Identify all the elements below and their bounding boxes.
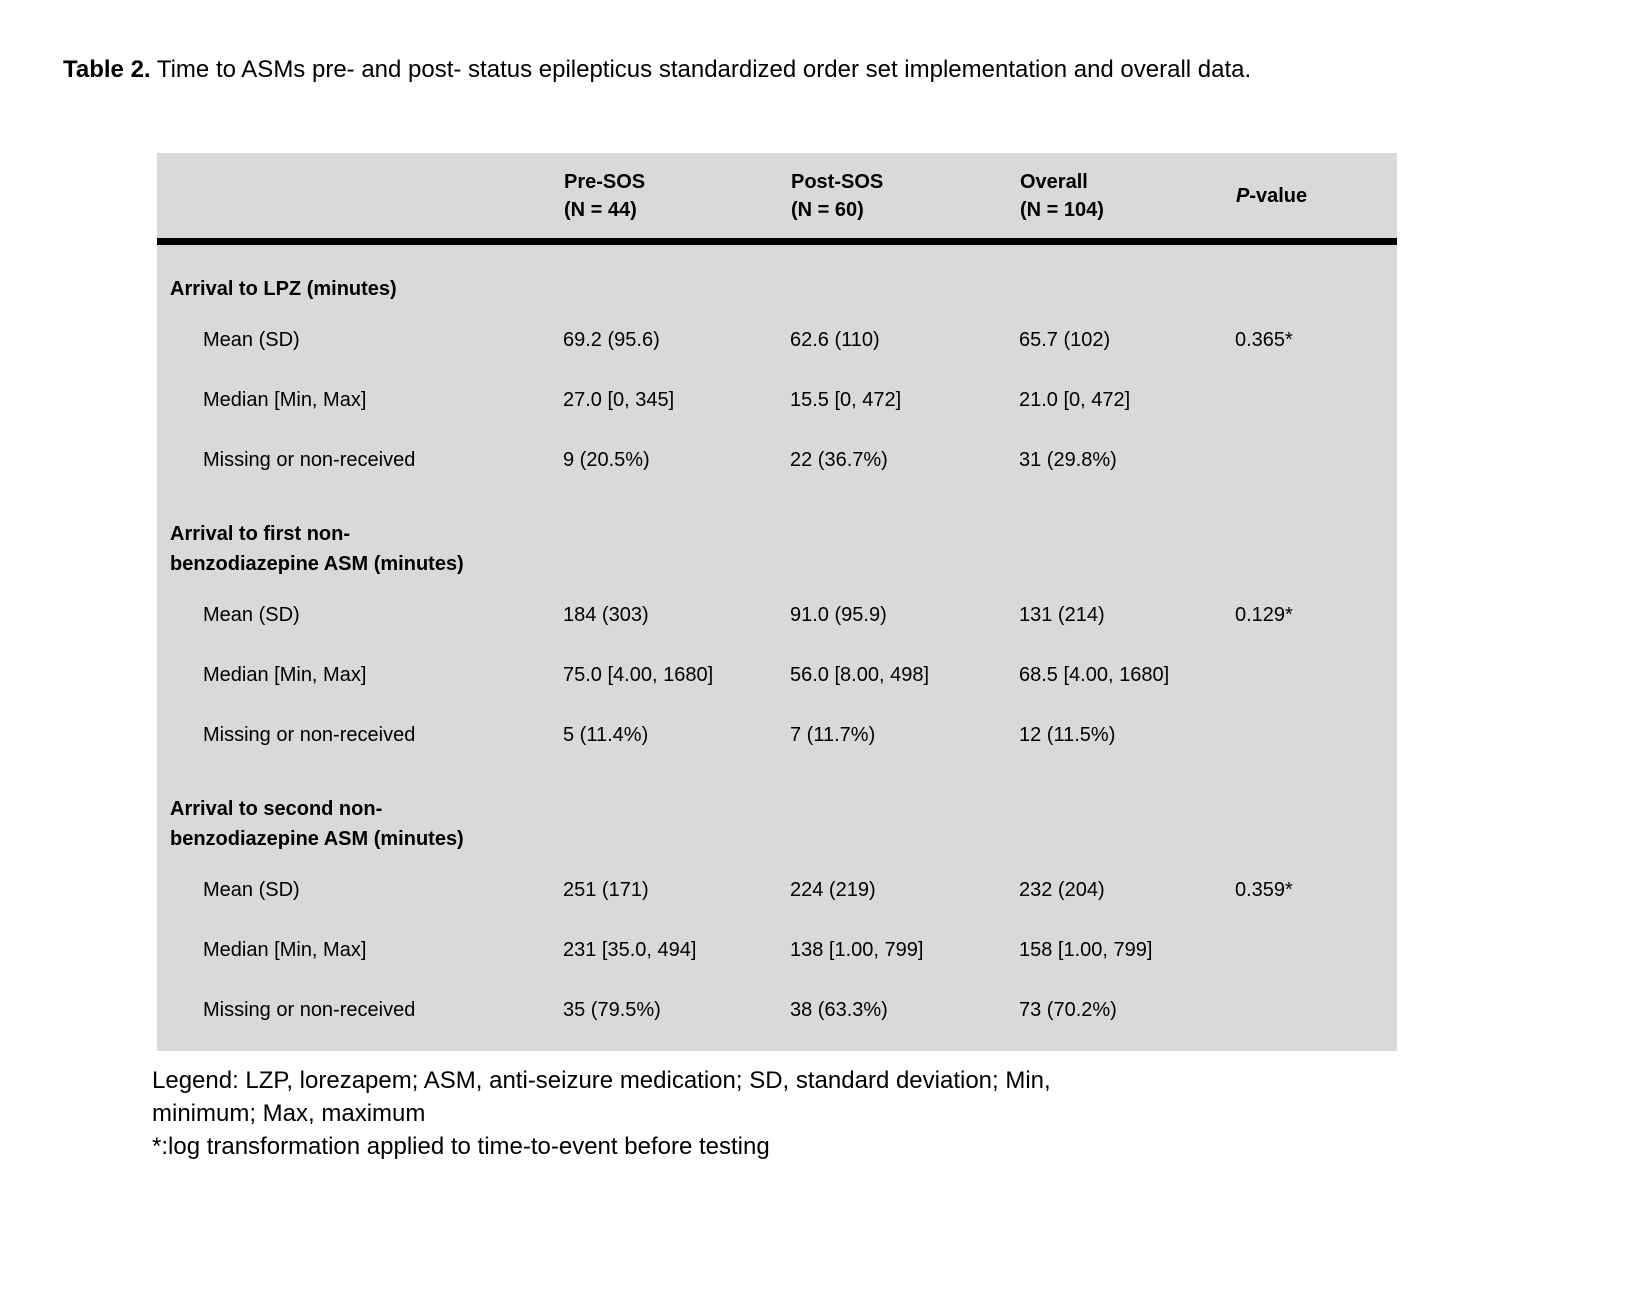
cell-post-sos: 224 (219) bbox=[790, 879, 876, 901]
legend-footnote: *:log transformation applied to time-to-… bbox=[152, 1133, 770, 1160]
cell-overall: 21.0 [0, 472] bbox=[1019, 389, 1131, 411]
table-header-row: Pre-SOS (N = 44) Post-SOS (N = 60) Overa… bbox=[157, 153, 1397, 245]
row-label: Missing or non-received bbox=[203, 449, 416, 471]
row-label: Missing or non-received bbox=[203, 999, 416, 1021]
header-overall: Overall (N = 104) bbox=[1019, 153, 1235, 245]
cell-p-value: 0.365* bbox=[1235, 329, 1293, 351]
cell-p-value bbox=[1235, 705, 1397, 765]
cell-post-sos: 91.0 (95.9) bbox=[790, 604, 887, 626]
cell-post-sos: 138 [1.00, 799] bbox=[790, 939, 924, 961]
legend-block: Legend: LZP, lorezapem; ASM, anti-seizur… bbox=[152, 1064, 1392, 1163]
cell-pre-sos: 251 (171) bbox=[563, 879, 649, 901]
header-p-value-italic: P bbox=[1236, 184, 1250, 207]
cell-pre-sos: 231 [35.0, 494] bbox=[563, 939, 697, 961]
cell-post-sos: 38 (63.3%) bbox=[790, 999, 888, 1021]
table-row-missing: Missing or non-received 35 (79.5%) 38 (6… bbox=[157, 980, 1397, 1051]
row-label: Mean (SD) bbox=[203, 879, 300, 901]
cell-post-sos: 7 (11.7%) bbox=[790, 724, 876, 746]
cell-post-sos: 15.5 [0, 472] bbox=[790, 389, 902, 411]
cell-p-value bbox=[1235, 920, 1397, 980]
table-row-mean-sd: Mean (SD) 69.2 (95.6) 62.6 (110) 65.7 (1… bbox=[157, 310, 1397, 370]
cell-pre-sos: 9 (20.5%) bbox=[563, 449, 650, 471]
legend-text: Legend: LZP, lorezapem; ASM, anti-seizur… bbox=[152, 1067, 1051, 1127]
row-label: Missing or non-received bbox=[203, 724, 416, 746]
summary-table-container: Pre-SOS (N = 44) Post-SOS (N = 60) Overa… bbox=[157, 153, 1397, 1051]
cell-post-sos: 56.0 [8.00, 498] bbox=[790, 664, 930, 686]
row-label: Mean (SD) bbox=[203, 329, 300, 351]
table-row-missing: Missing or non-received 9 (20.5%) 22 (36… bbox=[157, 430, 1397, 490]
table-row-median: Median [Min, Max] 231 [35.0, 494] 138 [1… bbox=[157, 920, 1397, 980]
table-caption-text: Time to ASMs pre- and post- status epile… bbox=[150, 56, 1252, 83]
header-p-value: P-value bbox=[1235, 153, 1397, 245]
cell-pre-sos: 184 (303) bbox=[563, 604, 649, 626]
cell-pre-sos: 27.0 [0, 345] bbox=[563, 389, 675, 411]
table-caption: Table 2. Time to ASMs pre- and post- sta… bbox=[63, 55, 1251, 85]
cell-p-value: 0.359* bbox=[1235, 879, 1293, 901]
row-label: Median [Min, Max] bbox=[203, 389, 367, 411]
table-row-mean-sd: Mean (SD) 184 (303) 91.0 (95.9) 131 (214… bbox=[157, 585, 1397, 645]
cell-overall: 232 (204) bbox=[1019, 879, 1105, 901]
table-row-missing: Missing or non-received 5 (11.4%) 7 (11.… bbox=[157, 705, 1397, 765]
cell-pre-sos: 75.0 [4.00, 1680] bbox=[563, 664, 714, 686]
table-caption-number: Table 2. bbox=[63, 56, 151, 83]
cell-p-value bbox=[1235, 980, 1397, 1051]
header-post-sos: Post-SOS (N = 60) bbox=[790, 153, 1019, 245]
row-label: Mean (SD) bbox=[203, 604, 300, 626]
cell-overall: 131 (214) bbox=[1019, 604, 1105, 626]
table-row-median: Median [Min, Max] 75.0 [4.00, 1680] 56.0… bbox=[157, 645, 1397, 705]
cell-post-sos: 62.6 (110) bbox=[790, 329, 880, 351]
table-row-mean-sd: Mean (SD) 251 (171) 224 (219) 232 (204) … bbox=[157, 860, 1397, 920]
header-p-value-rest: -value bbox=[1249, 184, 1308, 207]
section-header-arrival-first-asm: Arrival to first non- benzodiazepine ASM… bbox=[157, 490, 1397, 585]
cell-p-value bbox=[1235, 370, 1397, 430]
cell-p-value bbox=[1235, 645, 1397, 705]
cell-p-value: 0.129* bbox=[1235, 604, 1293, 626]
cell-pre-sos: 35 (79.5%) bbox=[563, 999, 661, 1021]
cell-pre-sos: 69.2 (95.6) bbox=[563, 329, 660, 351]
section-header-label: Arrival to LPZ (minutes) bbox=[170, 278, 397, 300]
section-header-arrival-second-asm: Arrival to second non- benzodiazepine AS… bbox=[157, 765, 1397, 860]
table-row-median: Median [Min, Max] 27.0 [0, 345] 15.5 [0,… bbox=[157, 370, 1397, 430]
section-header-label: Arrival to second non- benzodiazepine AS… bbox=[170, 798, 464, 850]
section-header-arrival-lpz: Arrival to LPZ (minutes) bbox=[157, 242, 1397, 311]
cell-overall: 68.5 [4.00, 1680] bbox=[1019, 664, 1170, 686]
cell-p-value bbox=[1235, 430, 1397, 490]
section-header-label: Arrival to first non- benzodiazepine ASM… bbox=[170, 523, 464, 575]
cell-overall: 12 (11.5%) bbox=[1019, 724, 1116, 746]
header-pre-sos: Pre-SOS (N = 44) bbox=[563, 153, 790, 245]
header-empty-cell bbox=[157, 153, 563, 245]
row-label: Median [Min, Max] bbox=[203, 939, 367, 961]
row-label: Median [Min, Max] bbox=[203, 664, 367, 686]
cell-overall: 73 (70.2%) bbox=[1019, 999, 1117, 1021]
cell-post-sos: 22 (36.7%) bbox=[790, 449, 888, 471]
cell-overall: 158 [1.00, 799] bbox=[1019, 939, 1153, 961]
summary-table: Pre-SOS (N = 44) Post-SOS (N = 60) Overa… bbox=[157, 153, 1397, 1051]
cell-pre-sos: 5 (11.4%) bbox=[563, 724, 649, 746]
cell-overall: 65.7 (102) bbox=[1019, 329, 1111, 351]
cell-overall: 31 (29.8%) bbox=[1019, 449, 1117, 471]
